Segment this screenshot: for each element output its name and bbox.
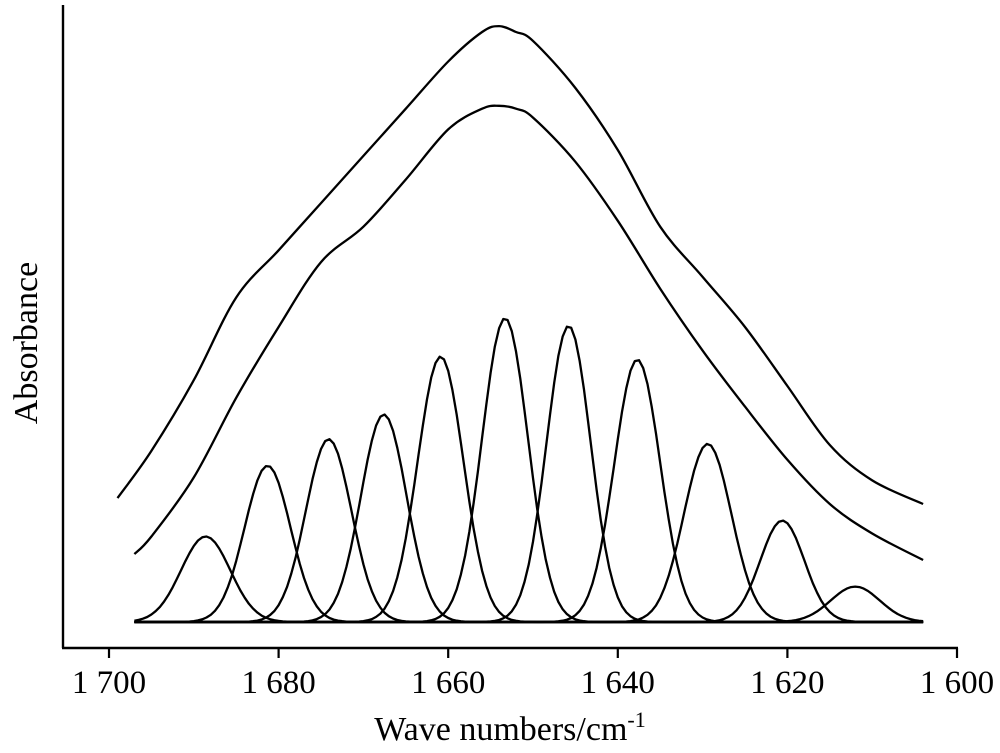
x-axis-title: Wave numbers/cm-1 bbox=[374, 707, 645, 748]
component-peak-6 bbox=[134, 317, 924, 624]
component-peak-1 bbox=[134, 535, 924, 624]
x-tick-label-0: 1 700 bbox=[72, 665, 146, 701]
component-peak-8 bbox=[134, 359, 924, 624]
component-peak-11 bbox=[134, 585, 924, 624]
x-tick-label-3: 1 640 bbox=[581, 665, 655, 701]
fitted-envelope-line bbox=[133, 104, 924, 562]
x-axis-title-superscript: -1 bbox=[627, 707, 645, 732]
x-tick-label-1: 1 680 bbox=[241, 665, 315, 701]
component-peak-5 bbox=[134, 355, 924, 624]
x-tick-label-4: 1 620 bbox=[750, 665, 824, 701]
x-tick-label-5: 1 600 bbox=[920, 665, 994, 701]
component-peak-2 bbox=[134, 464, 924, 624]
component-peak-3 bbox=[134, 438, 924, 624]
y-axis-title: Absorbance bbox=[8, 262, 45, 424]
component-peak-9 bbox=[134, 442, 924, 624]
spectrum-line bbox=[116, 24, 924, 506]
x-axis-title-text: Wave numbers/cm bbox=[374, 711, 627, 748]
x-tick-label-2: 1 660 bbox=[411, 665, 485, 701]
curve-group bbox=[116, 24, 924, 624]
x-ticks: 1 700 1 680 1 660 1 640 1 620 1 600 bbox=[72, 648, 994, 701]
axes bbox=[61, 5, 958, 650]
